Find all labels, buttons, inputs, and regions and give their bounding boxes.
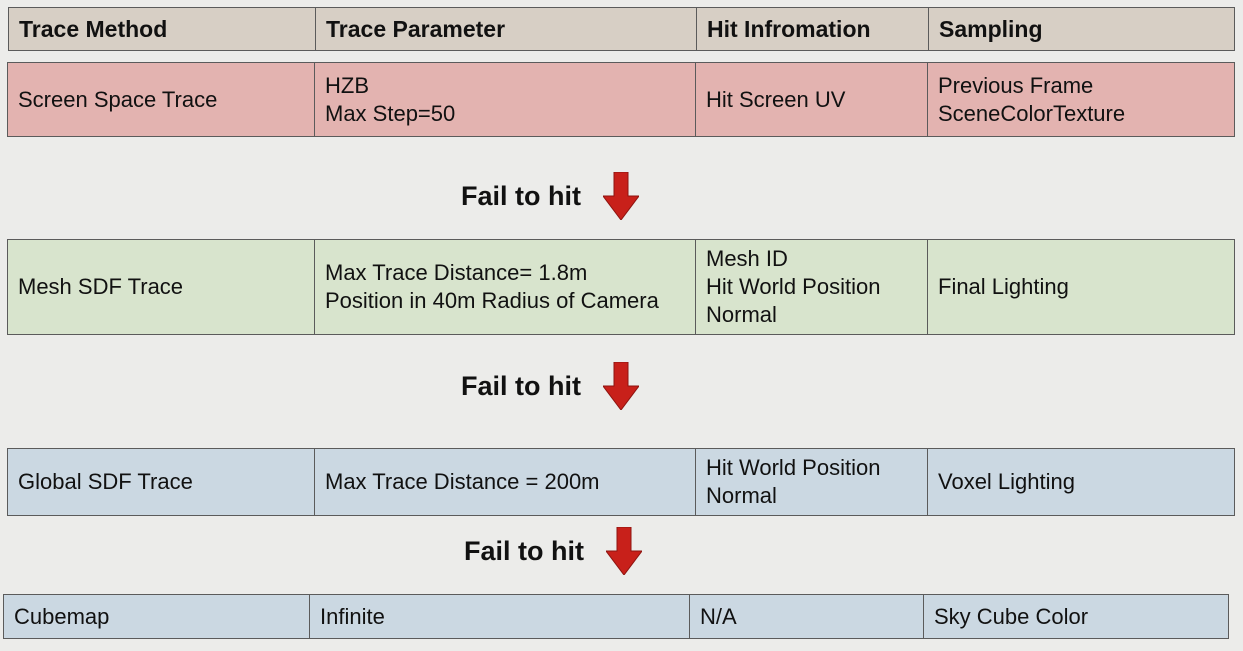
sampling-cell: Final Lighting xyxy=(928,240,1234,334)
hit-info-line: Hit World Position xyxy=(706,455,881,480)
hit-info-line: Normal xyxy=(706,302,777,327)
down-arrow-icon xyxy=(602,172,639,220)
hit-information-cell: Mesh ID Hit World Position Normal xyxy=(696,240,928,334)
sampling-line: Voxel Lighting xyxy=(938,469,1075,494)
trace-method-cell: Cubemap xyxy=(4,595,310,638)
mesh-sdf-trace-row: Mesh SDF Trace Max Trace Distance= 1.8m … xyxy=(7,239,1235,335)
table-header-row: Trace Method Trace Parameter Hit Infroma… xyxy=(8,7,1235,51)
parameter-line: Infinite xyxy=(320,603,385,629)
hit-information-cell: Hit World Position Normal xyxy=(696,449,928,515)
header-trace-parameter: Trace Parameter xyxy=(316,8,697,50)
hit-info-line: Mesh ID xyxy=(706,246,788,271)
down-arrow-icon xyxy=(602,362,639,410)
hit-info-line: Normal xyxy=(706,483,777,508)
fail-to-hit-transition: Fail to hit xyxy=(461,362,639,410)
hit-info-line: Hit Screen UV xyxy=(706,86,846,112)
sampling-line: Sky Cube Color xyxy=(934,603,1089,629)
sampling-cell: Previous Frame SceneColorTexture xyxy=(928,63,1234,136)
down-arrow-icon xyxy=(605,527,642,575)
fail-to-hit-transition: Fail to hit xyxy=(461,172,639,220)
trace-parameter-cell: Infinite xyxy=(310,595,690,638)
trace-method-cell: Mesh SDF Trace xyxy=(8,240,315,334)
hit-info-line: N/A xyxy=(700,603,737,629)
hit-information-cell: N/A xyxy=(690,595,924,638)
header-trace-method: Trace Method xyxy=(9,8,316,50)
screen-space-trace-row: Screen Space Trace HZB Max Step=50 Hit S… xyxy=(7,62,1235,137)
sampling-line: SceneColorTexture xyxy=(938,100,1126,126)
global-sdf-trace-row: Global SDF Trace Max Trace Distance = 20… xyxy=(7,448,1235,516)
sampling-line: Final Lighting xyxy=(938,274,1069,299)
parameter-line: Max Step=50 xyxy=(325,100,456,126)
fail-to-hit-label: Fail to hit xyxy=(464,535,584,566)
trace-parameter-cell: HZB Max Step=50 xyxy=(315,63,696,136)
fail-to-hit-label: Fail to hit xyxy=(461,180,581,211)
sampling-line: Previous Frame xyxy=(938,72,1094,98)
sampling-cell: Voxel Lighting xyxy=(928,449,1234,515)
trace-parameter-cell: Max Trace Distance = 200m xyxy=(315,449,696,515)
header-hit-information: Hit Infromation xyxy=(697,8,929,50)
header-sampling: Sampling xyxy=(939,16,1043,42)
fail-to-hit-label: Fail to hit xyxy=(461,370,581,401)
hit-info-line: Hit World Position xyxy=(706,274,881,299)
parameter-line: Position in 40m Radius of Camera xyxy=(325,288,659,313)
hit-information-cell: Hit Screen UV xyxy=(696,63,928,136)
fail-to-hit-transition: Fail to hit xyxy=(464,527,642,575)
parameter-line: Max Trace Distance = 200m xyxy=(325,469,600,494)
cubemap-row: Cubemap Infinite N/A Sky Cube Color xyxy=(3,594,1229,639)
trace-method-cell: Global SDF Trace xyxy=(8,449,315,515)
trace-method-cell: Screen Space Trace xyxy=(8,63,315,136)
trace-parameter-cell: Max Trace Distance= 1.8m Position in 40m… xyxy=(315,240,696,334)
sampling-cell: Sky Cube Color xyxy=(924,595,1228,638)
parameter-line: HZB xyxy=(325,72,369,98)
parameter-line: Max Trace Distance= 1.8m xyxy=(325,260,588,285)
